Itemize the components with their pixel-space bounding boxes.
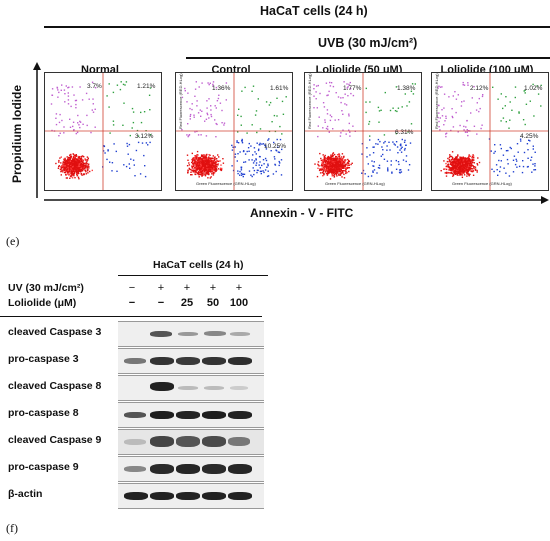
band bbox=[150, 464, 174, 474]
blot-strip-pro-caspase-9 bbox=[118, 456, 264, 482]
uv-sign: + bbox=[183, 282, 191, 294]
panel-x-label: Green Fluorescence (GRN-HLog) bbox=[452, 181, 512, 186]
blot-strip-cleaved-caspase-3 bbox=[118, 321, 264, 347]
pct-lower-right: 10.25% bbox=[264, 143, 287, 150]
row-label-pro-caspase-3: pro-caspase 3 bbox=[8, 353, 79, 365]
scatter-plot bbox=[432, 73, 548, 190]
panel-x-label: Green Fluorescence (GRN-HLog) bbox=[325, 181, 385, 186]
blot-strip-cleaved-caspase-8 bbox=[118, 375, 264, 401]
band bbox=[150, 382, 174, 391]
band bbox=[230, 386, 248, 390]
band bbox=[202, 411, 226, 419]
band bbox=[124, 439, 146, 445]
panel-y-label: Red Fluorescence (RED-HLog) bbox=[178, 73, 183, 129]
pct-lower-right: 4.25% bbox=[520, 133, 539, 140]
row-label-pro-caspase-9: pro-caspase 9 bbox=[8, 461, 79, 473]
blot-strip-beta-actin bbox=[118, 483, 264, 509]
pct-upper-right: 1.21% bbox=[137, 83, 156, 90]
pct-upper-left: 3.7% bbox=[87, 83, 102, 90]
row-label-cleaved-caspase-8: cleaved Caspase 8 bbox=[8, 380, 102, 392]
flow-panel-normal: 3.7% 1.21% 3.12% bbox=[44, 72, 162, 191]
uvb-label: UVB (30 mJ/cm²) bbox=[318, 36, 418, 50]
blot-strip-cleaved-caspase-9 bbox=[118, 429, 264, 455]
band bbox=[124, 466, 146, 472]
row-label-beta-actin: β-actin bbox=[8, 488, 43, 500]
band bbox=[124, 412, 146, 418]
uv-sign: + bbox=[157, 282, 165, 294]
pct-upper-left: 1.77% bbox=[343, 85, 362, 92]
scatter-plot bbox=[176, 73, 292, 190]
row-label-cleaved-caspase-9: cleaved Caspase 9 bbox=[8, 434, 102, 446]
pct-upper-right: 1.02% bbox=[524, 85, 543, 92]
flow-panel-loliolide-50: 1.77% 1.38% 6.31% Red Fluorescence (RED-… bbox=[304, 72, 422, 191]
pct-upper-left: 2.12% bbox=[470, 85, 489, 92]
band bbox=[124, 492, 148, 500]
band bbox=[204, 331, 226, 336]
loliolide-row-label: Loliolide (μM) bbox=[8, 297, 77, 309]
blot-strip-pro-caspase-3 bbox=[118, 348, 264, 374]
band bbox=[202, 357, 226, 365]
band bbox=[176, 464, 200, 474]
loliolide-value: 100 bbox=[229, 297, 249, 309]
loliolide-value: − bbox=[157, 297, 165, 309]
band bbox=[202, 464, 226, 474]
blot-header-rule bbox=[118, 275, 268, 276]
label-e: (e) bbox=[6, 234, 20, 248]
pct-upper-right: 1.38% bbox=[397, 85, 416, 92]
pct-upper-left: 1.36% bbox=[212, 85, 231, 92]
panel-y-label: Red Fluorescence (RED-HLog) bbox=[307, 73, 312, 129]
band bbox=[176, 492, 200, 500]
panel-y-label: Red Fluorescence (RED-HLog) bbox=[434, 73, 439, 129]
uv-sign: − bbox=[128, 282, 136, 294]
uvb-rule bbox=[186, 57, 550, 59]
band bbox=[150, 492, 174, 500]
band bbox=[178, 386, 198, 390]
band bbox=[230, 332, 250, 336]
header-rule bbox=[44, 26, 550, 28]
scatter-plot bbox=[45, 73, 161, 190]
band bbox=[228, 357, 252, 365]
pct-lower-right: 6.31% bbox=[395, 129, 414, 136]
panel-x-label: Green Fluorescence (GRN-HLog) bbox=[196, 181, 256, 186]
band bbox=[150, 436, 174, 447]
blot-divider bbox=[0, 316, 262, 317]
loliolide-value: − bbox=[128, 297, 136, 309]
blot-header: HaCaT cells (24 h) bbox=[153, 259, 244, 271]
loliolide-value: 25 bbox=[180, 297, 194, 309]
loliolide-value: 50 bbox=[206, 297, 220, 309]
pct-upper-right: 1.61% bbox=[270, 85, 289, 92]
uv-row-label: UV (30 mJ/cm²) bbox=[8, 282, 84, 294]
uv-sign: + bbox=[235, 282, 243, 294]
row-label-pro-caspase-8: pro-caspase 8 bbox=[8, 407, 79, 419]
y-axis-label: Propidium Iodide bbox=[10, 85, 24, 183]
band bbox=[124, 358, 146, 364]
flow-header: HaCaT cells (24 h) bbox=[260, 4, 368, 18]
scatter-plot bbox=[305, 73, 421, 190]
band bbox=[176, 436, 200, 447]
pct-lower-right: 3.12% bbox=[135, 133, 154, 140]
band bbox=[228, 492, 252, 500]
band bbox=[176, 357, 200, 365]
band bbox=[150, 331, 172, 337]
band bbox=[204, 386, 224, 390]
band bbox=[228, 464, 252, 474]
flow-panel-control: 1.36% 1.61% 10.25% Red Fluorescence (RED… bbox=[175, 72, 293, 191]
band bbox=[228, 437, 250, 446]
uv-sign: + bbox=[209, 282, 217, 294]
x-axis-label: Annexin - V - FITC bbox=[250, 206, 354, 220]
band bbox=[202, 436, 226, 447]
label-f: (f) bbox=[6, 521, 18, 535]
band bbox=[150, 357, 174, 365]
band bbox=[150, 411, 174, 419]
row-label-cleaved-caspase-3: cleaved Caspase 3 bbox=[8, 326, 102, 338]
flow-panel-loliolide-100: 2.12% 1.02% 4.25% Red Fluorescence (RED-… bbox=[431, 72, 549, 191]
x-axis-arrow bbox=[44, 196, 549, 204]
band bbox=[176, 411, 200, 419]
band bbox=[228, 411, 252, 419]
y-axis-arrow bbox=[33, 62, 41, 198]
band bbox=[178, 332, 198, 336]
blot-strip-pro-caspase-8 bbox=[118, 402, 264, 428]
band bbox=[202, 492, 226, 500]
